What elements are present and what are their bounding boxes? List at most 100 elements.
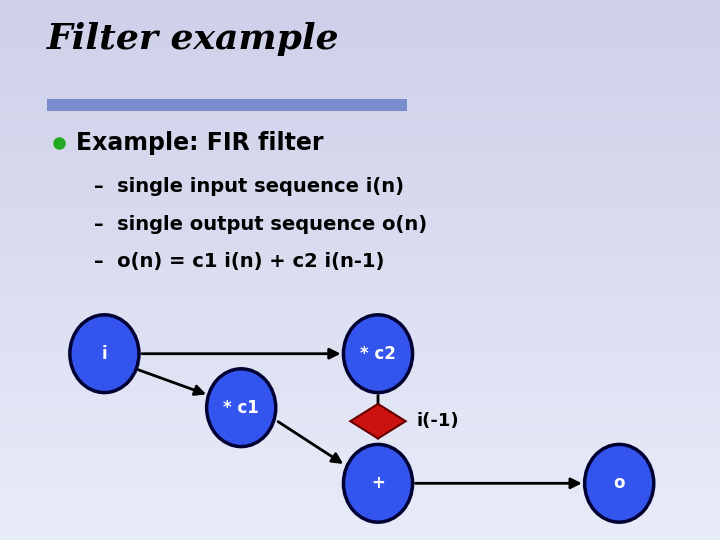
Bar [0, 324, 720, 327]
Bar [0, 5, 720, 8]
Text: –  single input sequence i(n): – single input sequence i(n) [94, 177, 404, 196]
Bar [0, 3, 720, 5]
Bar [0, 381, 720, 383]
Bar [0, 475, 720, 478]
Bar [0, 343, 720, 346]
Bar [0, 335, 720, 338]
Bar [0, 119, 720, 122]
Bar [0, 43, 720, 46]
FancyBboxPatch shape [47, 99, 407, 111]
Bar [0, 148, 720, 151]
Bar [0, 200, 720, 202]
Bar [0, 254, 720, 256]
Bar [0, 521, 720, 524]
Bar [0, 224, 720, 227]
Bar [0, 402, 720, 405]
Bar [0, 340, 720, 343]
Bar [0, 162, 720, 165]
Bar [0, 221, 720, 224]
Bar [0, 256, 720, 259]
Bar [0, 351, 720, 354]
Bar [0, 76, 720, 78]
Bar [0, 38, 720, 40]
Bar [0, 46, 720, 49]
Bar [0, 405, 720, 408]
Bar [0, 68, 720, 70]
Text: o: o [613, 474, 625, 492]
Bar [0, 100, 720, 103]
Bar [0, 356, 720, 359]
Bar [0, 494, 720, 497]
Bar [0, 446, 720, 448]
Bar [0, 62, 720, 65]
Bar [0, 267, 720, 270]
Bar [0, 81, 720, 84]
Bar [0, 30, 720, 32]
Bar [0, 346, 720, 348]
Bar [0, 338, 720, 340]
Ellipse shape [343, 444, 413, 522]
Bar [0, 316, 720, 319]
Bar [0, 97, 720, 100]
Bar [0, 440, 720, 443]
Bar [0, 170, 720, 173]
Bar [0, 278, 720, 281]
Bar [0, 70, 720, 73]
Bar [0, 173, 720, 176]
Bar [0, 243, 720, 246]
Bar [0, 159, 720, 162]
Bar [0, 481, 720, 483]
Bar [0, 0, 720, 3]
Bar [0, 186, 720, 189]
Bar [0, 397, 720, 400]
Bar [0, 394, 720, 397]
Bar [0, 157, 720, 159]
Bar [0, 11, 720, 14]
Bar [0, 354, 720, 356]
Bar [0, 8, 720, 11]
Bar [0, 40, 720, 43]
Bar [0, 500, 720, 502]
Bar [0, 302, 720, 305]
Bar [0, 59, 720, 62]
Bar [0, 230, 720, 232]
Bar [0, 192, 720, 194]
Bar [0, 470, 720, 472]
Bar [0, 392, 720, 394]
Bar [0, 167, 720, 170]
Bar [0, 197, 720, 200]
Bar [0, 424, 720, 427]
Bar [0, 111, 720, 113]
Bar [0, 262, 720, 265]
Text: +: + [371, 474, 385, 492]
Bar [0, 456, 720, 459]
Bar [0, 327, 720, 329]
Bar [0, 451, 720, 454]
Bar [0, 49, 720, 51]
Bar [0, 19, 720, 22]
Bar [0, 373, 720, 375]
Bar [0, 289, 720, 292]
Bar [0, 235, 720, 238]
Text: * c1: * c1 [223, 399, 259, 417]
Bar [0, 362, 720, 364]
Bar [0, 378, 720, 381]
Bar [0, 408, 720, 410]
Bar [0, 526, 720, 529]
Bar [0, 281, 720, 284]
Polygon shape [351, 404, 405, 438]
Bar [0, 213, 720, 216]
Bar [0, 219, 720, 221]
Bar [0, 184, 720, 186]
Bar [0, 486, 720, 489]
Bar [0, 178, 720, 181]
Bar [0, 103, 720, 105]
Bar [0, 127, 720, 130]
Bar [0, 65, 720, 68]
Bar [0, 437, 720, 440]
Bar [0, 321, 720, 324]
Bar [0, 319, 720, 321]
Bar [0, 532, 720, 535]
Bar [0, 227, 720, 229]
Bar [0, 329, 720, 332]
